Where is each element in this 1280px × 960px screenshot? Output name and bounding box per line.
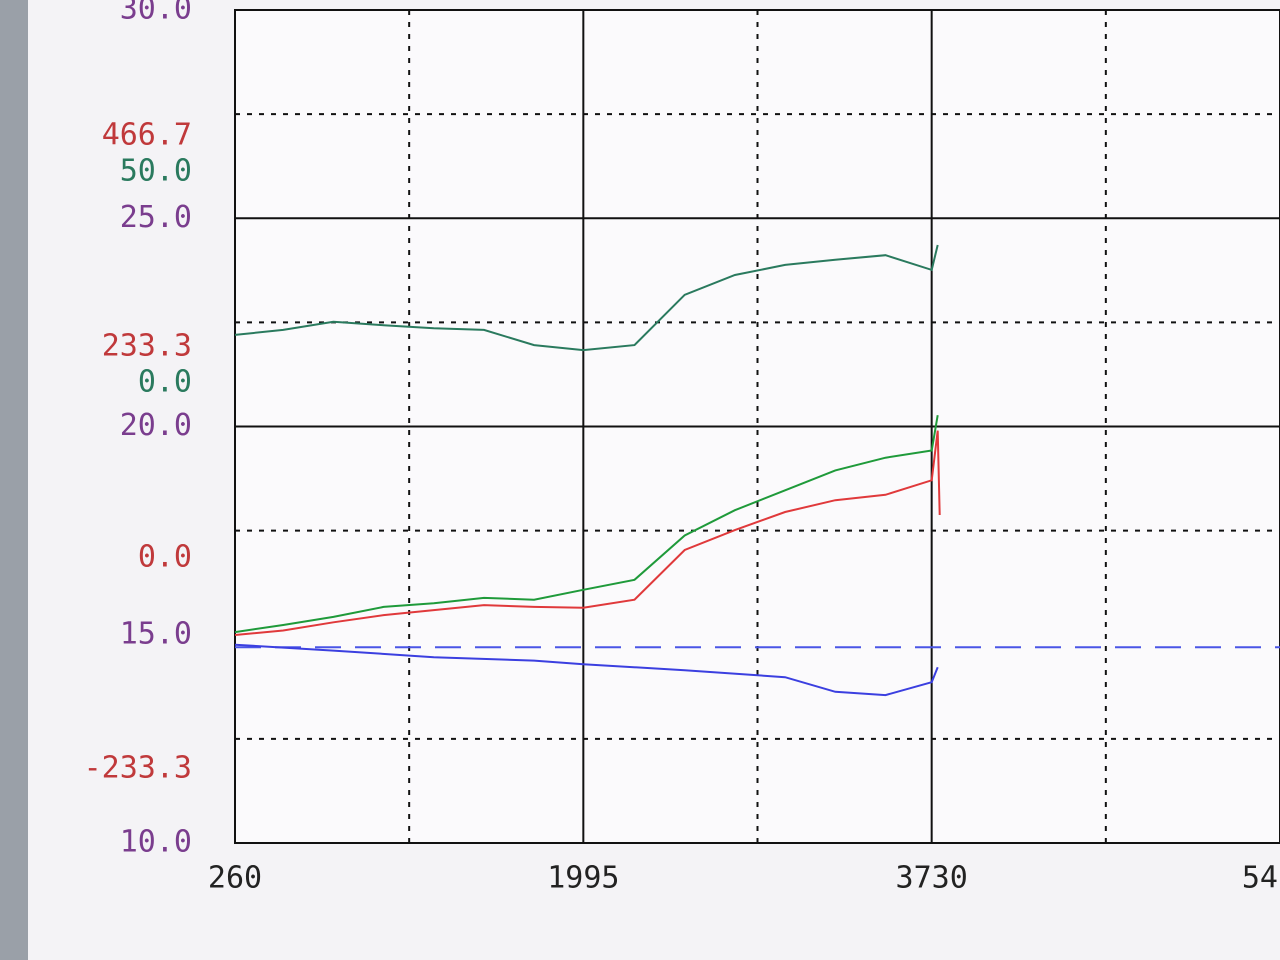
y-tick-label: 233.3 xyxy=(102,329,192,364)
screen-bezel xyxy=(0,0,28,960)
series-line xyxy=(234,643,939,697)
series-line xyxy=(234,415,939,634)
x-tick-label: 260 xyxy=(208,861,262,896)
y-tick-label: 0.0 xyxy=(138,540,192,575)
y-tick-label: 15.0 xyxy=(120,616,192,651)
y-tick-label: -233.3 xyxy=(84,751,192,786)
y-tick-label: 10.0 xyxy=(120,825,192,860)
y-tick-label: 25.0 xyxy=(120,200,192,235)
series-line xyxy=(234,244,939,352)
x-tick-label: 3730 xyxy=(896,861,968,896)
y-tick-label: 0.0 xyxy=(138,365,192,400)
y-tick-label: 466.7 xyxy=(102,117,192,152)
x-tick-label: 1995 xyxy=(547,861,619,896)
y-tick-label: 20.0 xyxy=(120,408,192,443)
y-tick-label: 50.0 xyxy=(120,154,192,189)
series-line xyxy=(234,430,941,636)
y-tick-label: 30.0 xyxy=(120,0,192,27)
x-tick-label: 54 xyxy=(1242,861,1278,896)
